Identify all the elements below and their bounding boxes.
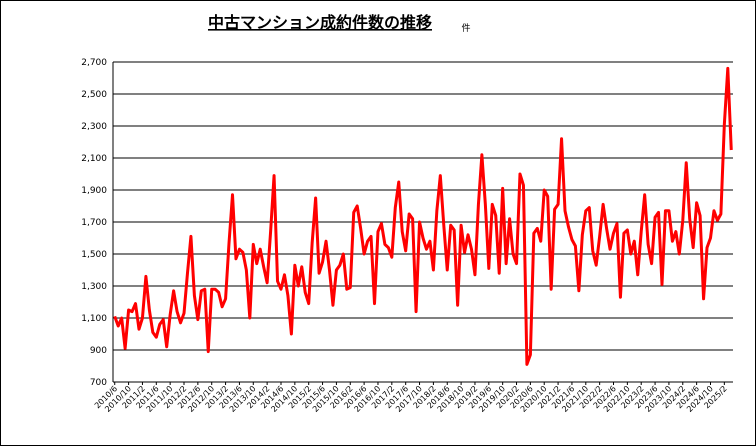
unit-label: 件 <box>461 22 470 34</box>
y-tick-label: 2,100 <box>81 154 107 164</box>
y-tick-label: 1,300 <box>81 282 107 292</box>
y-tick-label: 1,500 <box>81 250 107 260</box>
y-tick-label: 2,500 <box>81 90 107 100</box>
y-tick-label: 1,100 <box>81 314 107 324</box>
chart-title: 中古マンション成約件数の推移 <box>208 13 432 32</box>
y-tick-label: 2,300 <box>81 122 107 132</box>
y-tick-label: 700 <box>90 378 107 388</box>
y-tick-label: 1,900 <box>81 186 107 196</box>
y-tick-label: 1,700 <box>81 218 107 228</box>
y-tick-label: 2,700 <box>81 58 107 68</box>
y-tick-label: 900 <box>90 346 107 356</box>
data-line <box>113 66 733 366</box>
